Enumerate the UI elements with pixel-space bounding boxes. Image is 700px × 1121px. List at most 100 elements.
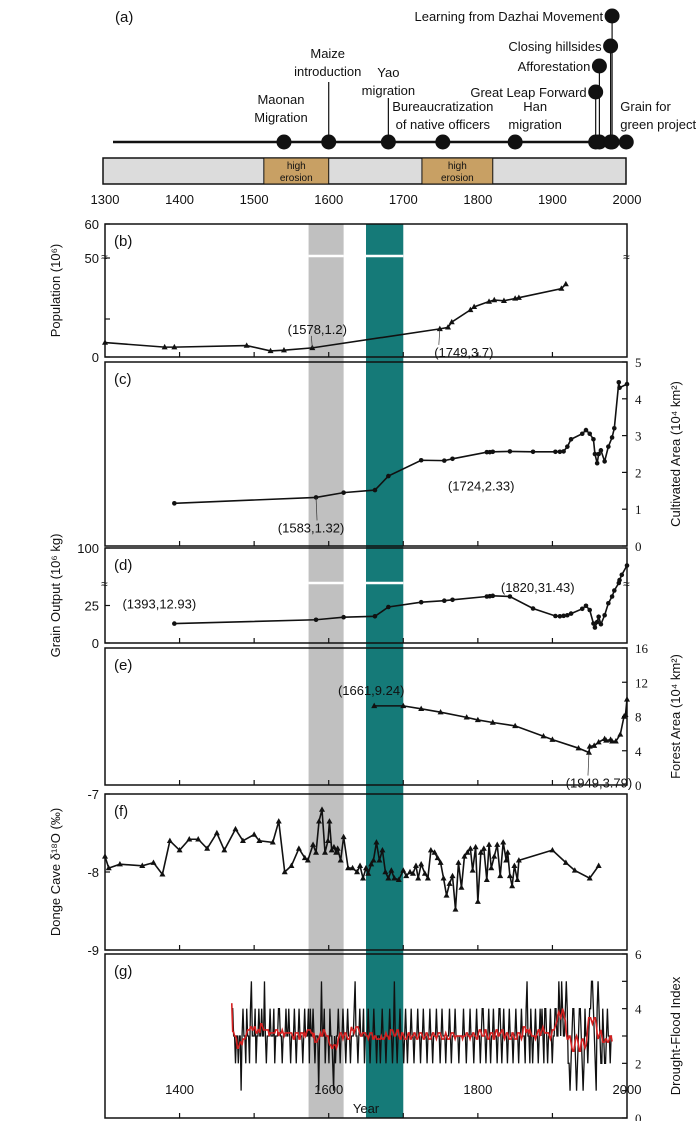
- event-marker: [604, 8, 620, 24]
- data-point: [474, 898, 481, 904]
- data-point: [382, 868, 389, 875]
- data-point: [591, 436, 596, 442]
- data-point: [313, 617, 319, 623]
- y-tick-label: -7: [87, 787, 99, 802]
- x-tick-label-bottom: 1400: [165, 1082, 194, 1097]
- event-label: of native officers: [396, 117, 491, 132]
- plot-frame: [104, 547, 628, 644]
- data-point: [341, 614, 346, 620]
- y-tick-label: 0: [92, 636, 99, 651]
- data-point: [562, 280, 569, 287]
- series-smoothed-line: [230, 1003, 613, 1052]
- data-point: [446, 880, 453, 886]
- y-tick-label: 8: [635, 710, 642, 725]
- timeline-event: Bureaucratization of native officers: [392, 99, 493, 150]
- timeline-event: Grain for green project: [618, 99, 697, 150]
- x-tick-label-top: 1300: [91, 192, 120, 207]
- y-tick-label: -9: [87, 943, 99, 958]
- data-point: [591, 621, 596, 626]
- data-point: [269, 839, 276, 845]
- data-point: [436, 325, 443, 332]
- data-point: [360, 875, 367, 881]
- data-point: [606, 444, 611, 449]
- data-point: [511, 862, 518, 868]
- axis-break-mark-right: ≈: [623, 250, 630, 264]
- data-point: [159, 871, 166, 877]
- data-point: [313, 849, 320, 855]
- data-point: [474, 716, 481, 723]
- data-point: [458, 884, 465, 890]
- y-axis-label: Grain Output (10⁶ kg): [48, 534, 63, 658]
- panel-label-b: (b): [114, 233, 132, 250]
- data-point: [295, 845, 302, 851]
- data-point: [583, 603, 589, 609]
- panel-label-g: (g): [114, 963, 132, 980]
- timeline-events: Maonan Migration Maize introduction Yao migra…: [254, 8, 697, 150]
- data-point: [449, 872, 456, 879]
- data-point: [256, 837, 263, 843]
- x-tick-label-top: 2000: [613, 192, 642, 207]
- data-point: [504, 849, 511, 855]
- data-point: [243, 342, 250, 348]
- data-point: [558, 285, 565, 291]
- data-annotation: (1583,1.32): [278, 520, 345, 535]
- event-marker: [603, 38, 619, 54]
- event-marker: [591, 58, 607, 74]
- series-line: [104, 809, 600, 910]
- y-tick-label: 2: [635, 465, 642, 480]
- data-point: [568, 611, 574, 616]
- y-axis-label: Cultivated Area (10⁴ km²): [668, 381, 683, 527]
- timeline-event: Maonan Migration: [254, 92, 308, 150]
- data-point: [491, 296, 498, 303]
- data-point: [512, 722, 519, 729]
- panel-label-d: (d): [114, 557, 132, 574]
- data-point: [606, 600, 611, 606]
- data-point: [195, 836, 202, 842]
- erosion-label: high: [287, 161, 306, 172]
- data-point: [443, 892, 450, 898]
- data-point: [591, 742, 598, 748]
- data-point: [506, 872, 513, 879]
- axis-break-mark-left: ≈: [101, 577, 108, 591]
- y-tick-label: 0: [635, 539, 642, 554]
- erosion-label: erosion: [280, 173, 313, 184]
- data-point: [461, 853, 468, 859]
- data-point: [368, 861, 375, 867]
- data-point: [565, 444, 570, 449]
- event-label: Learning from Dazhai Movement: [414, 9, 603, 24]
- y-tick-label: 16: [635, 641, 649, 656]
- data-point: [490, 593, 496, 599]
- event-marker: [604, 134, 620, 150]
- event-label: migration: [362, 83, 415, 98]
- y-tick-label: 4: [635, 1002, 642, 1017]
- data-point: [549, 846, 556, 853]
- highlight-bands: [308, 224, 404, 1118]
- data-point: [486, 841, 493, 847]
- data-point: [345, 864, 352, 871]
- annotation-leader: [587, 752, 590, 776]
- data-point: [500, 297, 507, 303]
- data-point: [281, 868, 288, 875]
- data-point: [467, 845, 474, 851]
- data-point: [515, 857, 522, 863]
- data-point: [445, 324, 452, 330]
- data-point: [540, 732, 547, 739]
- data-point: [624, 563, 630, 568]
- data-point: [622, 711, 629, 717]
- data-point: [619, 572, 625, 578]
- data-point: [463, 714, 470, 720]
- annotation-leader: [438, 328, 441, 345]
- y-axis-label: Population (10⁶): [48, 244, 63, 338]
- y-tick-label: -8: [87, 865, 99, 880]
- data-point: [334, 845, 341, 851]
- data-point: [530, 606, 536, 611]
- data-point: [612, 738, 619, 744]
- data-point: [624, 696, 630, 702]
- data-point: [515, 294, 522, 300]
- data-point: [418, 599, 424, 605]
- data-point: [415, 875, 422, 881]
- data-point: [373, 839, 380, 845]
- event-label: introduction: [294, 64, 361, 79]
- data-point: [280, 346, 287, 353]
